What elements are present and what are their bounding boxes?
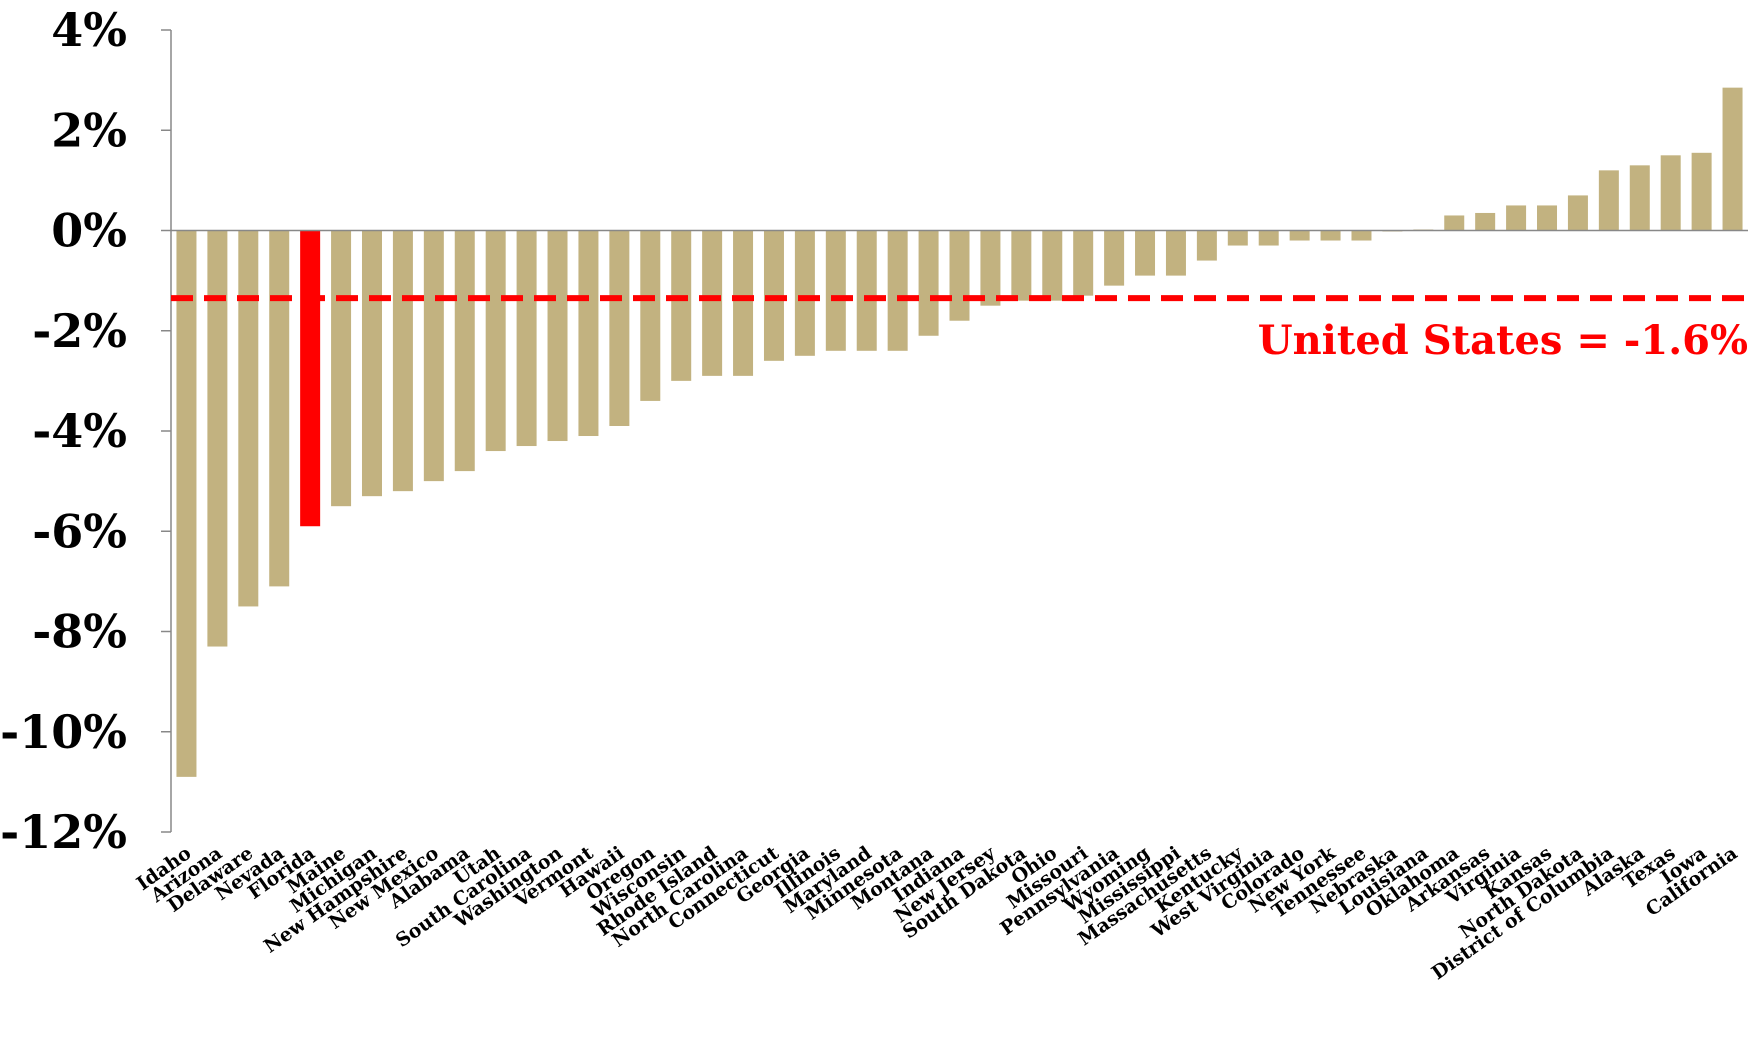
bars bbox=[176, 87, 1743, 777]
us-average-reference: United States = -1.6% bbox=[171, 295, 1748, 364]
y-tick-label: 2% bbox=[51, 103, 127, 157]
bar-virginia bbox=[1506, 205, 1527, 231]
bar-district-of-columbia bbox=[1598, 170, 1619, 231]
bar-hawaii bbox=[609, 230, 630, 426]
bar-massachusetts bbox=[1196, 230, 1217, 261]
bar-utah bbox=[485, 230, 506, 452]
y-tick-label: -6% bbox=[32, 504, 127, 558]
bar-west-virginia bbox=[1258, 230, 1279, 246]
bar-arkansas bbox=[1475, 212, 1496, 231]
bar-mississippi bbox=[1165, 230, 1186, 276]
bar-oklahoma bbox=[1444, 215, 1465, 231]
bar-indiana bbox=[949, 230, 970, 321]
y-tick-label: 0% bbox=[51, 204, 127, 258]
bar-north-carolina bbox=[733, 230, 754, 376]
bar-alaska bbox=[1629, 165, 1650, 231]
bar-delaware bbox=[238, 230, 259, 607]
bar-kentucky bbox=[1227, 230, 1248, 246]
bar-new-mexico bbox=[423, 230, 444, 482]
bar-michigan bbox=[361, 230, 382, 497]
bar-washington bbox=[547, 230, 568, 442]
bar-texas bbox=[1660, 155, 1681, 231]
bar-maryland bbox=[856, 230, 877, 351]
bar-nevada bbox=[269, 230, 290, 587]
bar-ohio bbox=[1042, 230, 1063, 301]
y-tick-label: -2% bbox=[32, 304, 127, 358]
bar-georgia bbox=[794, 230, 815, 356]
bar-arizona bbox=[207, 230, 228, 647]
bar-california bbox=[1722, 87, 1743, 231]
bar-south-dakota bbox=[1011, 230, 1032, 301]
bar-maine bbox=[331, 230, 352, 507]
bar-colorado bbox=[1289, 230, 1310, 241]
bar-illinois bbox=[825, 230, 846, 351]
bar-iowa bbox=[1691, 152, 1712, 231]
bar-new-york bbox=[1320, 230, 1341, 241]
bar-florida bbox=[300, 230, 321, 527]
bar-tennessee bbox=[1351, 230, 1372, 241]
y-tick-label: -10% bbox=[0, 705, 127, 759]
bar-montana bbox=[918, 230, 939, 336]
bar-idaho bbox=[176, 230, 197, 777]
bar-kansas bbox=[1537, 205, 1558, 231]
bar-pennsylvania bbox=[1104, 230, 1125, 286]
bar-wisconsin bbox=[671, 230, 692, 381]
bar-vermont bbox=[578, 230, 599, 437]
bar-missouri bbox=[1073, 230, 1094, 296]
bar-south-carolina bbox=[516, 230, 537, 447]
y-tick-label: 4% bbox=[51, 3, 127, 57]
bar-rhode-island bbox=[702, 230, 723, 376]
bar-wyoming bbox=[1135, 230, 1156, 276]
y-tick-label: -8% bbox=[32, 605, 127, 659]
bar-oregon bbox=[640, 230, 661, 401]
bar-new-hampshire bbox=[392, 230, 413, 492]
y-axis: 4% 2% 0% -2% -4% -6% -8% -10% -12% bbox=[0, 3, 172, 859]
x-tick-labels: IdahoArizonaDelawareNevadaFloridaMaineMi… bbox=[133, 842, 1742, 985]
us-average-label: United States = -1.6% bbox=[1258, 317, 1748, 364]
bar-new-jersey bbox=[980, 230, 1001, 306]
bar-alabama bbox=[454, 230, 475, 472]
y-tick-label: -12% bbox=[0, 805, 127, 859]
y-tick-label: -4% bbox=[32, 404, 127, 458]
bar-minnesota bbox=[887, 230, 908, 351]
bar-north-dakota bbox=[1567, 195, 1588, 231]
